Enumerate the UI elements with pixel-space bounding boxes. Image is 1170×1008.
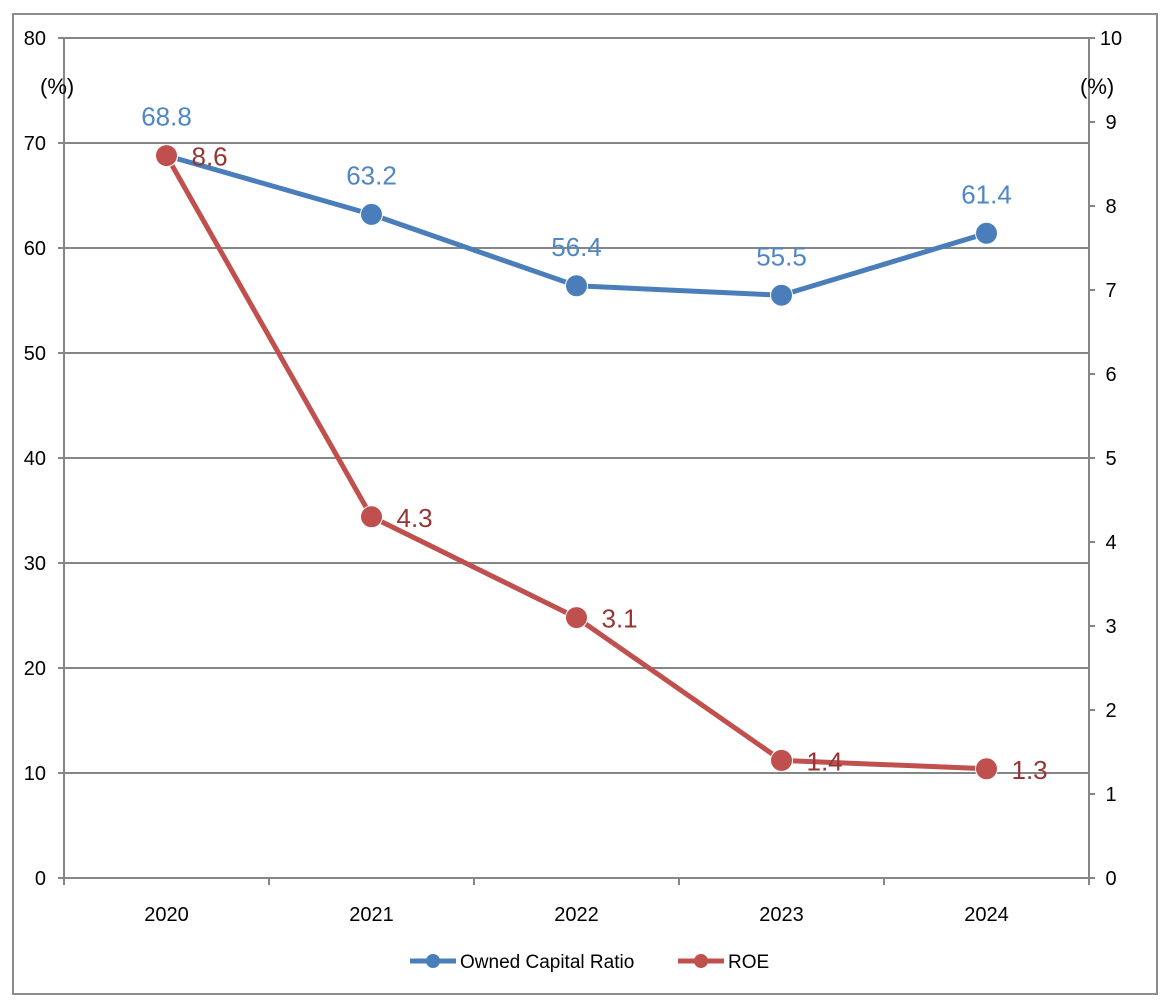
data-label: 1.3 <box>1012 755 1048 785</box>
legend-marker <box>694 954 708 968</box>
left-tick-label: 40 <box>24 448 46 470</box>
gridlines <box>64 37 1089 774</box>
data-point <box>770 283 793 307</box>
left-tick-label: 10 <box>24 763 46 785</box>
data-point <box>360 505 383 529</box>
data-point <box>770 748 793 772</box>
left-tick-label: 70 <box>24 133 46 155</box>
right-axis-unit: (%) <box>1080 74 1114 99</box>
legend: Owned Capital Ratio ROE <box>410 952 769 973</box>
right-tick-label: 5 <box>1105 448 1116 470</box>
right-tick-label: 1 <box>1105 784 1116 806</box>
x-tick-label: 2023 <box>759 904 804 926</box>
right-axis-ticks: 0 1 2 3 4 5 6 7 8 9 10 <box>1089 28 1122 890</box>
right-tick-label: 7 <box>1105 280 1116 302</box>
data-label: 3.1 <box>602 604 638 634</box>
x-tick-label: 2021 <box>349 904 394 926</box>
data-label: 4.3 <box>397 503 433 533</box>
data-label: 1.4 <box>807 746 843 776</box>
data-label: 61.4 <box>961 179 1012 209</box>
data-point <box>975 221 998 245</box>
data-point <box>975 757 998 781</box>
x-tick-label: 2022 <box>554 904 599 926</box>
left-tick-label: 50 <box>24 343 46 365</box>
right-tick-label: 6 <box>1105 364 1116 386</box>
right-tick-label: 8 <box>1105 196 1116 218</box>
data-label: 8.6 <box>192 142 228 172</box>
left-axis-ticks: 0 10 20 30 40 50 60 70 80 <box>24 28 64 890</box>
data-label: 68.8 <box>141 102 192 132</box>
data-label: 63.2 <box>346 160 397 190</box>
legend-marker <box>426 954 440 968</box>
right-tick-label: 10 <box>1100 28 1122 50</box>
right-tick-label: 9 <box>1105 112 1116 134</box>
chart-border <box>12 13 1158 995</box>
legend-label: Owned Capital Ratio <box>460 952 634 973</box>
right-tick-label: 2 <box>1105 700 1116 722</box>
right-tick-label: 0 <box>1105 868 1116 890</box>
left-axis-unit: (%) <box>40 74 74 99</box>
legend-label: ROE <box>728 952 769 973</box>
data-point <box>565 274 588 298</box>
data-point <box>565 606 588 630</box>
right-tick-label: 3 <box>1105 616 1116 638</box>
data-point <box>360 202 383 226</box>
x-tick-label: 2024 <box>964 904 1009 926</box>
data-label: 56.4 <box>551 232 602 262</box>
left-tick-label: 60 <box>24 238 46 260</box>
left-tick-label: 30 <box>24 553 46 575</box>
left-tick-label: 20 <box>24 658 46 680</box>
data-point <box>155 144 178 168</box>
left-tick-label: 0 <box>35 868 46 890</box>
x-tick-label: 2020 <box>144 904 189 926</box>
data-label: 55.5 <box>756 241 807 271</box>
series-layer: 68.8 63.2 56.4 55.5 61.4 8.6 4.3 3.1 1.4 1.3 <box>141 102 1047 785</box>
left-tick-label: 80 <box>24 28 46 50</box>
right-tick-label: 4 <box>1105 532 1116 554</box>
x-axis-ticks: 2020 2021 2022 2023 2024 <box>63 878 1090 926</box>
